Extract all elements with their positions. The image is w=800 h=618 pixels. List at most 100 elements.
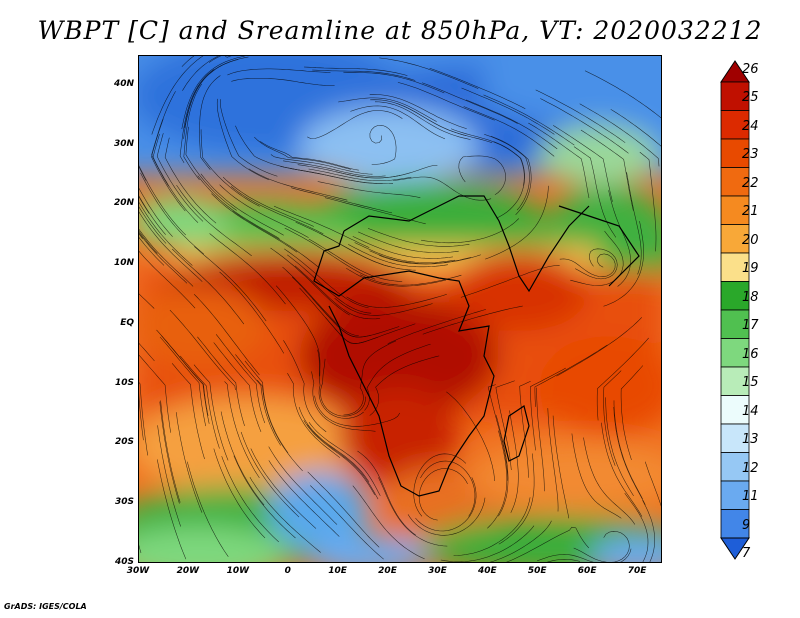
streamline bbox=[519, 381, 531, 478]
streamline bbox=[556, 317, 642, 377]
streamline bbox=[270, 247, 350, 316]
colorbar-label: 7 bbox=[742, 546, 751, 562]
streamline bbox=[320, 358, 366, 417]
streamline bbox=[573, 531, 630, 562]
streamline bbox=[280, 165, 383, 184]
colorbar-label: 18 bbox=[742, 289, 759, 305]
streamline bbox=[338, 97, 437, 122]
streamline bbox=[343, 71, 445, 94]
streamline bbox=[506, 526, 590, 562]
streamline bbox=[369, 94, 467, 130]
streamline bbox=[187, 461, 229, 557]
lat-tick-label: 20S bbox=[114, 437, 134, 448]
streamline bbox=[396, 103, 493, 144]
streamline bbox=[156, 133, 204, 222]
streamline bbox=[307, 471, 380, 548]
streamline bbox=[139, 232, 188, 284]
streamline bbox=[256, 379, 303, 472]
streamline bbox=[169, 309, 236, 391]
streamline bbox=[387, 309, 486, 344]
streamline bbox=[601, 422, 643, 517]
streamline bbox=[139, 237, 165, 266]
streamline bbox=[139, 343, 155, 362]
streamline bbox=[579, 103, 660, 167]
lon-tick-label: 60E bbox=[577, 566, 597, 576]
streamline bbox=[307, 110, 403, 139]
streamline bbox=[282, 266, 359, 336]
lat-tick-label: EQ bbox=[120, 317, 134, 328]
streamline bbox=[294, 265, 381, 320]
colorbar bbox=[720, 60, 750, 560]
streamline bbox=[156, 329, 209, 417]
streamline bbox=[485, 185, 549, 260]
streamline bbox=[530, 367, 566, 451]
streamline bbox=[240, 431, 300, 518]
streamline bbox=[463, 106, 555, 157]
streamline bbox=[374, 101, 471, 140]
streamline bbox=[200, 173, 284, 236]
lat-tick-label: 10N bbox=[113, 258, 134, 269]
streamline bbox=[213, 448, 266, 539]
streamline bbox=[211, 193, 298, 253]
colorbar-segment bbox=[720, 252, 750, 282]
streamline bbox=[440, 525, 535, 562]
streamline bbox=[535, 89, 626, 143]
streamlines bbox=[139, 56, 661, 562]
streamline bbox=[249, 476, 321, 553]
colorbar-label: 19 bbox=[742, 261, 759, 277]
streamline bbox=[157, 459, 187, 560]
streamline bbox=[139, 233, 143, 239]
streamline bbox=[540, 98, 629, 154]
streamline bbox=[213, 342, 262, 433]
lon-tick-label: 40E bbox=[477, 566, 497, 576]
colorbar-segment bbox=[720, 167, 750, 197]
streamline bbox=[583, 437, 636, 525]
streamline bbox=[537, 548, 632, 562]
streamline bbox=[308, 168, 412, 181]
streamline bbox=[603, 370, 622, 466]
streamline bbox=[350, 105, 446, 140]
streamline bbox=[219, 184, 309, 238]
streamline bbox=[287, 373, 341, 458]
streamline bbox=[235, 354, 281, 446]
streamline bbox=[571, 433, 622, 519]
streamline bbox=[626, 172, 642, 275]
colorbar-segment bbox=[720, 452, 750, 482]
streamline bbox=[233, 455, 296, 539]
streamline bbox=[487, 430, 508, 529]
streamline bbox=[194, 246, 267, 322]
colorbar-label: 12 bbox=[742, 460, 759, 476]
streamline bbox=[284, 248, 369, 309]
colorbar-label: 22 bbox=[742, 175, 759, 191]
streamline bbox=[354, 242, 456, 263]
streamline bbox=[346, 294, 447, 308]
streamline bbox=[283, 160, 386, 177]
lat-tick-label: 40N bbox=[113, 78, 134, 89]
streamline bbox=[283, 340, 327, 433]
lat-tick-label: 40S bbox=[114, 557, 134, 567]
streamline bbox=[528, 122, 590, 199]
streamline bbox=[179, 355, 220, 449]
streamline bbox=[491, 136, 532, 215]
lon-tick-label: 20W bbox=[176, 566, 200, 576]
streamline bbox=[250, 448, 317, 529]
streamline bbox=[139, 211, 203, 282]
colorbar-bottom-triangle bbox=[720, 537, 750, 560]
streamline bbox=[620, 365, 644, 460]
streamline bbox=[139, 187, 173, 237]
streamline bbox=[139, 195, 166, 235]
streamline bbox=[292, 276, 372, 338]
streamline bbox=[139, 206, 167, 244]
streamline bbox=[319, 233, 416, 271]
streamline bbox=[230, 186, 324, 235]
streamline bbox=[415, 477, 477, 532]
colorbar-label: 14 bbox=[742, 403, 759, 419]
colorbar-label: 26 bbox=[742, 61, 759, 77]
streamline bbox=[420, 218, 519, 244]
streamline bbox=[303, 66, 408, 76]
streamline bbox=[534, 344, 608, 407]
colorbar-label: 11 bbox=[742, 489, 759, 505]
colorbar-segment bbox=[720, 138, 750, 168]
streamline bbox=[608, 190, 631, 287]
streamline bbox=[603, 221, 644, 307]
